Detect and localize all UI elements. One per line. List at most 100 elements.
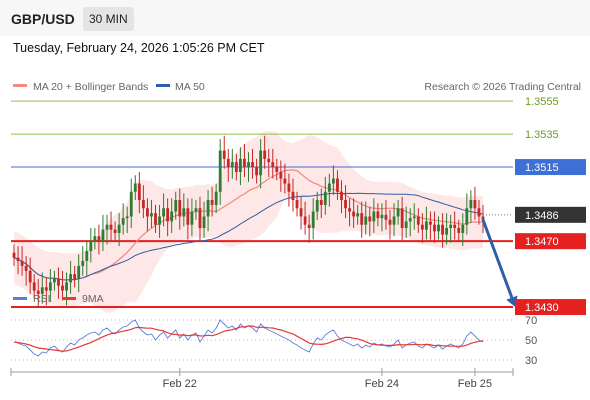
candle (384, 200, 388, 230)
candle (429, 211, 432, 240)
candle (57, 267, 60, 299)
candle (404, 206, 408, 238)
candle (412, 203, 416, 230)
candle (283, 163, 287, 194)
level-label-box (515, 206, 586, 223)
level-label-box (515, 159, 586, 176)
candle-body (40, 287, 44, 294)
candle-body (174, 200, 178, 212)
candle (295, 191, 299, 217)
candle (16, 246, 20, 275)
candle-body (340, 191, 343, 200)
level-label-box (515, 233, 586, 250)
candle (291, 178, 295, 212)
candle-body (263, 150, 267, 159)
candle-body (259, 150, 263, 176)
candle-body (469, 200, 473, 209)
candle (465, 193, 469, 235)
candle-body (327, 183, 331, 192)
candle-body (331, 178, 335, 184)
chart-timestamp: Tuesday, February 24, 2026 1:05:26 PM CE… (13, 41, 265, 55)
candle (226, 148, 230, 182)
candle-body (429, 221, 432, 225)
main-legend: MA 20 + Bollinger Bands MA 50 (13, 81, 205, 93)
candle (73, 265, 77, 288)
candle (154, 204, 157, 233)
candle (408, 208, 412, 237)
level-lines (11, 100, 513, 309)
candle-body (420, 224, 424, 230)
candle-body (424, 221, 428, 230)
candle-body (190, 211, 194, 225)
candle (24, 256, 28, 286)
timeframe-button[interactable]: 30 MIN (83, 7, 134, 31)
candle-body (449, 224, 453, 228)
candle (453, 211, 457, 240)
candle-body (295, 200, 299, 209)
candle (392, 203, 396, 237)
candle (376, 203, 380, 227)
rsi-tick-label: 70 (525, 315, 537, 327)
candle-body (303, 216, 307, 225)
candle-body (53, 279, 56, 283)
candle-body (137, 183, 141, 200)
candle (48, 269, 52, 303)
candle (186, 198, 190, 240)
candle-body (32, 282, 36, 291)
candle-body (57, 279, 60, 286)
candle-body (251, 162, 254, 168)
candle (323, 176, 327, 215)
candle-body (267, 158, 271, 163)
bollinger-band-area (14, 131, 483, 313)
candle (311, 198, 315, 240)
candle (133, 175, 137, 200)
projection-arrow-shaft (481, 219, 514, 299)
candle (441, 213, 444, 248)
candle-body (218, 150, 222, 192)
candle (101, 214, 105, 252)
candle-body (473, 200, 477, 209)
candle-body (186, 208, 190, 225)
projection-arrow-head (506, 295, 518, 308)
time-tick-label: Feb 22 (163, 378, 197, 390)
candle (356, 204, 360, 225)
candle-body (396, 208, 400, 217)
candle-body (336, 178, 339, 192)
candle-body (210, 200, 214, 205)
candle (445, 213, 449, 245)
time-axis-ticks: Feb 22 Feb 24 Feb 25 (163, 368, 492, 390)
ma20-legend-label: MA 20 + Bollinger Bands (33, 81, 148, 93)
candle-body (364, 216, 368, 225)
candle-body (457, 228, 461, 233)
ma50-legend-swatch (156, 84, 170, 87)
candle-body (275, 167, 279, 172)
candle (146, 198, 149, 232)
level-label-box (515, 299, 586, 316)
candle (307, 214, 311, 243)
level-label-text: 1.3430 (525, 302, 559, 314)
candle (20, 246, 24, 276)
candle-body (360, 213, 364, 225)
rsi-tick-label: 30 (525, 355, 537, 367)
candle (303, 201, 307, 235)
candle (352, 198, 356, 228)
candle-body (255, 167, 259, 176)
candle-body (105, 224, 109, 230)
candle (166, 198, 170, 237)
moving-averages (13, 169, 484, 281)
candle-body (97, 236, 101, 242)
ma50-line (13, 192, 484, 281)
candle (40, 272, 44, 304)
candle (12, 244, 16, 266)
candle (93, 228, 97, 250)
candle-body (437, 224, 440, 232)
candle-body (206, 200, 210, 217)
candle-body (384, 214, 388, 220)
candle-body (65, 282, 68, 291)
candle-body (477, 208, 481, 217)
candle-body (291, 191, 295, 200)
candle (327, 173, 331, 207)
candle-body (352, 211, 356, 217)
candle (222, 135, 226, 169)
